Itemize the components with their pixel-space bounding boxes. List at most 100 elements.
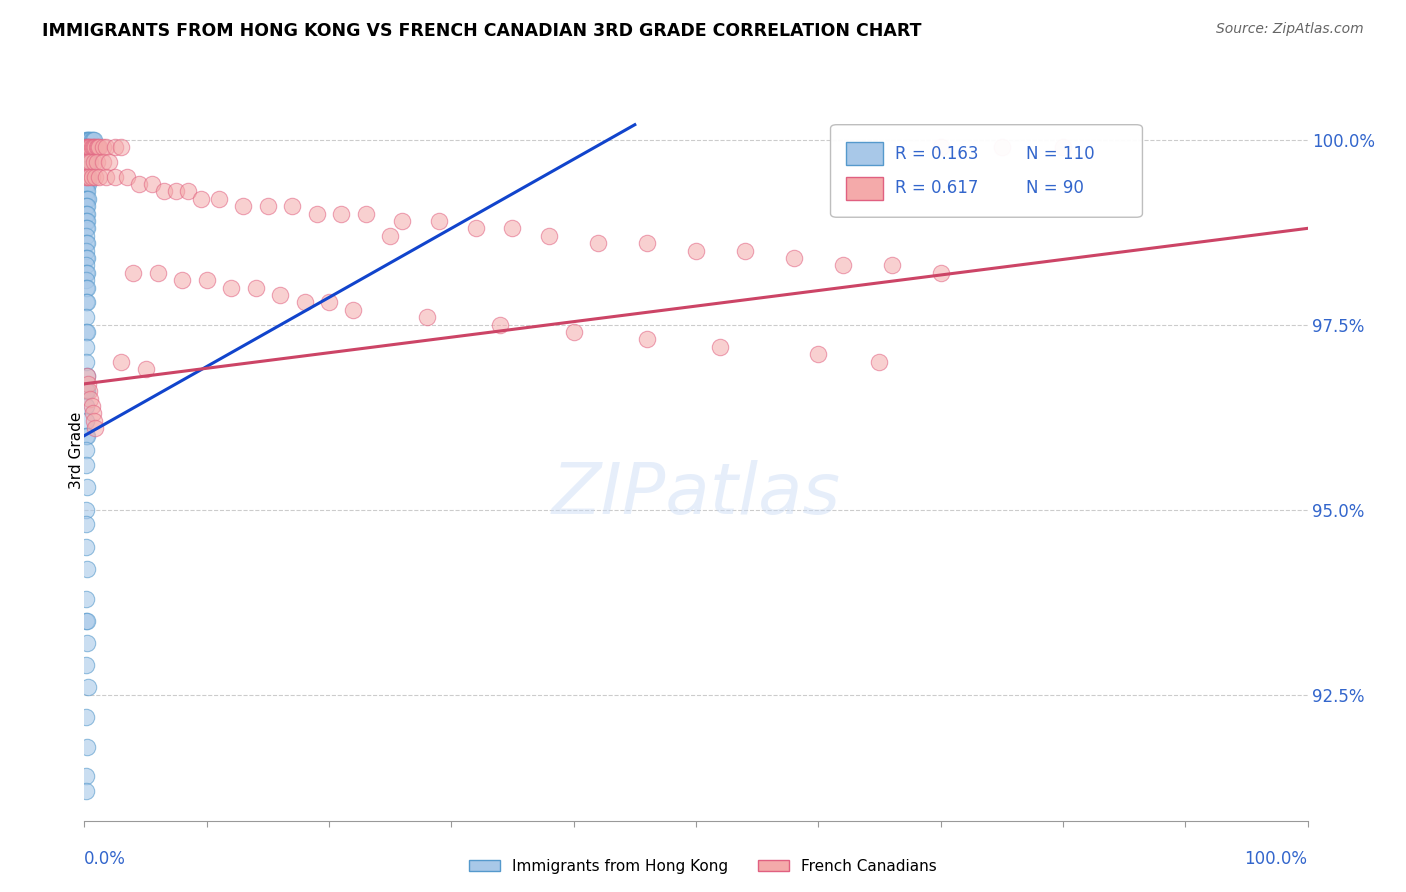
Point [86, 154, 108, 169]
Point [76, 236, 98, 251]
Point [77, 140, 100, 154]
Point [76, 481, 98, 495]
Text: R = 0.617: R = 0.617 [896, 179, 979, 197]
Point [76, 169, 98, 184]
Point [783, 251, 806, 265]
Point [380, 228, 402, 243]
Point [77, 169, 100, 184]
Point [76, 140, 98, 154]
Point [75, 354, 97, 368]
Point [76, 369, 98, 384]
Point [502, 221, 524, 235]
Point [76, 192, 98, 206]
Point [76, 369, 98, 384]
Point [257, 199, 280, 213]
Point [177, 185, 200, 199]
Point [636, 333, 658, 347]
Point [83, 140, 105, 154]
Point [75, 177, 97, 191]
Point [208, 192, 231, 206]
Point [87, 140, 110, 154]
Point [75, 458, 97, 473]
Point [75, 185, 97, 199]
Point [86, 140, 108, 154]
Point [75, 221, 97, 235]
Point [929, 266, 952, 280]
Point [75, 784, 97, 798]
Point [75, 244, 97, 258]
Point [165, 185, 187, 199]
Point [709, 340, 731, 354]
Point [75, 428, 97, 442]
Point [75, 710, 97, 724]
Point [80, 399, 103, 413]
Point [991, 140, 1014, 154]
Point [880, 259, 903, 273]
Point [427, 214, 450, 228]
Point [734, 244, 756, 258]
FancyBboxPatch shape [846, 142, 883, 165]
Point [82, 132, 104, 146]
Point [96, 169, 118, 184]
Point [83, 414, 105, 428]
Point [75, 169, 97, 184]
Point [77, 147, 100, 161]
Text: 0.0%: 0.0% [84, 850, 127, 868]
Point [330, 206, 353, 220]
Point [75, 192, 97, 206]
Point [77, 681, 100, 695]
Point [77, 177, 100, 191]
Point [636, 236, 658, 251]
Point [146, 266, 169, 280]
Point [269, 288, 291, 302]
Point [122, 266, 145, 280]
Point [91, 154, 114, 169]
Point [87, 140, 110, 154]
Point [77, 132, 100, 146]
Point [76, 185, 98, 199]
Point [562, 325, 585, 339]
Point [75, 399, 97, 413]
Point [281, 199, 304, 213]
Point [87, 169, 110, 184]
Point [80, 132, 103, 146]
Point [75, 251, 97, 265]
Point [84, 421, 107, 435]
Point [75, 154, 97, 169]
Text: IMMIGRANTS FROM HONG KONG VS FRENCH CANADIAN 3RD GRADE CORRELATION CHART: IMMIGRANTS FROM HONG KONG VS FRENCH CANA… [42, 22, 922, 40]
Point [1052, 140, 1074, 154]
Point [115, 169, 138, 184]
Text: ZIPatlas: ZIPatlas [551, 460, 841, 529]
Point [75, 273, 97, 287]
Point [76, 140, 98, 154]
Point [83, 154, 105, 169]
Point [76, 251, 98, 265]
Point [75, 214, 97, 228]
Point [110, 354, 132, 368]
Point [79, 392, 101, 406]
Legend: Immigrants from Hong Kong, French Canadians: Immigrants from Hong Kong, French Canadi… [463, 853, 943, 880]
Point [96, 140, 118, 154]
Point [76, 384, 98, 399]
Point [190, 192, 212, 206]
Point [929, 140, 952, 154]
Point [91, 140, 114, 154]
Point [75, 384, 97, 399]
Point [342, 302, 364, 317]
Point [75, 266, 97, 280]
Point [84, 140, 107, 154]
Point [104, 140, 127, 154]
Point [77, 169, 100, 184]
Point [77, 154, 100, 169]
Point [76, 206, 98, 220]
Point [75, 310, 97, 325]
Point [75, 162, 97, 177]
Point [318, 295, 340, 310]
FancyBboxPatch shape [831, 125, 1143, 218]
Point [75, 325, 97, 339]
Point [464, 221, 486, 235]
Text: N = 90: N = 90 [1026, 179, 1084, 197]
Point [75, 140, 97, 154]
Point [128, 177, 150, 191]
Point [75, 540, 97, 554]
